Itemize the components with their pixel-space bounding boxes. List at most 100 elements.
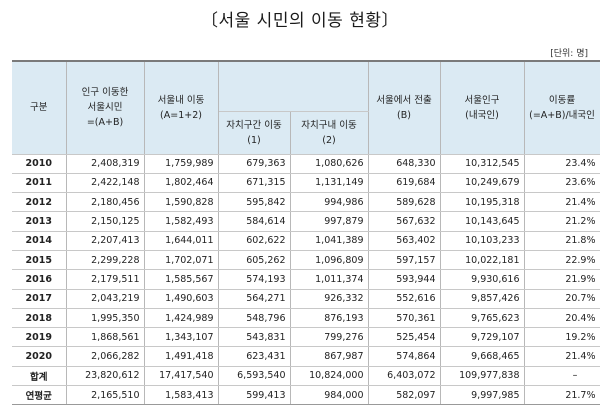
cell-rate: 23.4% <box>524 154 600 174</box>
cell-rate: 20.4% <box>524 308 600 329</box>
cell-inter: 548,796 <box>218 308 291 329</box>
cell-inter: 602,622 <box>218 231 291 251</box>
cell-inter: 671,315 <box>218 173 291 194</box>
document-title: 〔서울 시민의 이동 현황〕 <box>201 11 399 31</box>
header-out: 서울에서 전출 (B) <box>368 60 441 155</box>
cell-out: 563,402 <box>368 231 441 251</box>
table-row: 2010 2,408,319 1,759,989 679,363 1,080,626 64… <box>12 154 600 174</box>
header-pop: 서울인구 (내국인) <box>440 60 525 155</box>
cell-rate: 20.7% <box>524 289 600 309</box>
cell-within: 1,490,603 <box>144 289 219 309</box>
cell-total: 2,043,219 <box>66 289 145 309</box>
cell-intra: 984,000 <box>290 385 369 406</box>
cell-inter: 595,842 <box>218 192 291 213</box>
header-sub-blank <box>218 60 369 112</box>
cell-total: 2,408,319 <box>66 154 145 174</box>
cell-out: 6,403,072 <box>368 365 441 387</box>
cell-within: 1,585,567 <box>144 269 219 290</box>
table-row: 2011 2,422,148 1,802,464 671,315 1,131,149 61… <box>12 173 600 194</box>
row-year: 2012 <box>12 192 67 213</box>
cell-pop: 109,977,838 <box>440 365 525 387</box>
cell-total: 2,207,413 <box>66 231 145 251</box>
cell-pop: 9,930,616 <box>440 269 525 290</box>
cell-intra: 876,193 <box>290 308 369 329</box>
row-year: 2020 <box>12 346 67 367</box>
table-row: 2013 2,150,125 1,582,493 584,614 997,879 567,… <box>12 211 600 232</box>
header-within-line1: 서울내 이동 <box>157 94 205 106</box>
cell-within: 1,583,413 <box>144 385 219 406</box>
cell-intra: 1,041,389 <box>290 231 369 251</box>
row-year: 2018 <box>12 308 67 329</box>
table-row: 2018 1,995,350 1,424,989 548,796 876,193 570,… <box>12 308 600 329</box>
cell-within: 1,582,493 <box>144 211 219 232</box>
header-total: 인구 이동한 서울시민 =(A+B) <box>66 60 145 155</box>
cell-out: 619,684 <box>368 173 441 194</box>
cell-total: 2,299,228 <box>66 250 145 271</box>
cell-pop: 10,195,318 <box>440 192 525 213</box>
table-row: 2019 1,868,561 1,343,107 543,831 799,276 525,… <box>12 327 600 348</box>
header-rate-line1: 이동률 <box>548 94 576 106</box>
cell-out: 589,628 <box>368 192 441 213</box>
table-row-average: 연평균 2,165,510 1,583,413 599,413 984,000 582,0… <box>12 385 600 406</box>
table-row: 2020 2,066,282 1,491,418 623,431 867,987 574,… <box>12 346 600 367</box>
table-row: 2015 2,299,228 1,702,071 605,262 1,096,809 59… <box>12 250 600 271</box>
cell-out: 593,944 <box>368 269 441 290</box>
header-out-line2: (B) <box>397 109 411 121</box>
cell-out: 525,454 <box>368 327 441 348</box>
cell-pop: 10,103,233 <box>440 231 525 251</box>
cell-rate: 21.2% <box>524 211 600 232</box>
cell-intra: 1,011,374 <box>290 269 369 290</box>
row-year: 2011 <box>12 173 67 194</box>
cell-out: 582,097 <box>368 385 441 406</box>
cell-inter: 599,413 <box>218 385 291 406</box>
header-total-line1: 인구 이동한 <box>81 87 129 99</box>
cell-rate: 22.9% <box>524 250 600 271</box>
header-intra-line2: (2) <box>322 134 336 146</box>
table-row: 2016 2,179,511 1,585,567 574,193 1,011,374 59… <box>12 269 600 290</box>
cell-pop: 10,022,181 <box>440 250 525 271</box>
header-rate-line2: (=A+B)/내국인 <box>529 109 595 121</box>
cell-total: 2,150,125 <box>66 211 145 232</box>
cell-within: 1,424,989 <box>144 308 219 329</box>
header-rate: 이동률 (=A+B)/내국인 <box>524 60 600 155</box>
cell-inter: 543,831 <box>218 327 291 348</box>
unit-label: [단위: 명] <box>550 49 588 59</box>
cell-inter: 584,614 <box>218 211 291 232</box>
cell-intra: 10,824,000 <box>290 365 369 387</box>
cell-total: 2,066,282 <box>66 346 145 367</box>
row-year: 2014 <box>12 231 67 251</box>
cell-out: 574,864 <box>368 346 441 367</box>
cell-within: 1,343,107 <box>144 327 219 348</box>
row-year: 2019 <box>12 327 67 348</box>
cell-within: 17,417,540 <box>144 365 219 387</box>
header-inter-line2: (1) <box>247 134 261 146</box>
cell-total: 23,820,612 <box>66 365 145 387</box>
cell-inter: 679,363 <box>218 154 291 174</box>
cell-within: 1,802,464 <box>144 173 219 194</box>
cell-out: 552,616 <box>368 289 441 309</box>
cell-rate: 19.2% <box>524 327 600 348</box>
header-intra: 자치구내 이동 (2) <box>290 111 369 155</box>
cell-pop: 9,765,623 <box>440 308 525 329</box>
cell-total: 2,422,148 <box>66 173 145 194</box>
cell-rate: 23.6% <box>524 173 600 194</box>
row-sum-label: 합계 <box>12 365 67 387</box>
header-out-line1: 서울에서 전출 <box>376 94 432 106</box>
cell-within: 1,759,989 <box>144 154 219 174</box>
header-within: 서울내 이동 (A=1+2) <box>144 60 219 155</box>
header-total-line3: =(A+B) <box>86 117 124 129</box>
cell-inter: 574,193 <box>218 269 291 290</box>
cell-rate: – <box>524 365 600 387</box>
table-row: 2012 2,180,456 1,590,828 595,842 994,986 589,… <box>12 192 600 213</box>
cell-total: 1,868,561 <box>66 327 145 348</box>
cell-out: 567,632 <box>368 211 441 232</box>
table-row: 2014 2,207,413 1,644,011 602,622 1,041,389 56… <box>12 231 600 251</box>
cell-intra: 1,096,809 <box>290 250 369 271</box>
cell-within: 1,702,071 <box>144 250 219 271</box>
header-within-line2: (A=1+2) <box>160 109 202 121</box>
cell-out: 648,330 <box>368 154 441 174</box>
cell-pop: 9,857,426 <box>440 289 525 309</box>
row-year: 2015 <box>12 250 67 271</box>
cell-pop: 9,729,107 <box>440 327 525 348</box>
